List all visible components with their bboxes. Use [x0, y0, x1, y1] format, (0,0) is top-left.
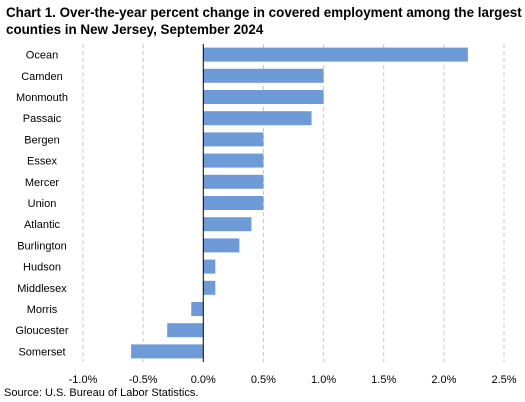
- category-label: Union: [28, 198, 57, 210]
- category-label: Gloucester: [15, 325, 69, 337]
- bar-gloucester: [167, 323, 204, 338]
- bar-monmouth: [203, 90, 324, 104]
- category-label: Camden: [21, 71, 63, 83]
- category-label: Somerset: [18, 346, 65, 358]
- bar-bergen: [203, 132, 264, 147]
- chart-title: Chart 1. Over-the-year percent change in…: [6, 4, 522, 38]
- bar-burlington: [203, 238, 240, 253]
- bar-mercer: [203, 174, 264, 189]
- x-tick-labels: -1.0% -0.5% 0.0% 0.5% 1.0% 1.5% 2.0% 2.5%: [69, 374, 517, 386]
- chart-title-line-1: Chart 1. Over-the-year percent change in…: [6, 5, 522, 20]
- category-label: Morris: [27, 304, 58, 316]
- chart-title-line-2: counties in New Jersey, September 2024: [6, 22, 264, 37]
- bar-somerset: [131, 344, 204, 359]
- bar-essex: [203, 153, 264, 168]
- category-label: Bergen: [24, 134, 59, 146]
- bar-middlesex: [203, 280, 216, 295]
- category-label: Essex: [27, 156, 57, 168]
- bar-ocean: [203, 47, 468, 62]
- x-tick-label: 1.0%: [311, 374, 336, 386]
- x-tick-label: 2.0%: [431, 374, 456, 386]
- x-tick-label: -1.0%: [69, 374, 98, 386]
- x-tick-label: -0.5%: [129, 374, 158, 386]
- x-tick-label: 0.5%: [251, 374, 276, 386]
- x-tick-label: 2.5%: [491, 374, 516, 386]
- x-tick-label: 1.5%: [371, 374, 396, 386]
- category-labels: Ocean Camden Monmouth Passaic Bergen Essex Mer…: [15, 50, 69, 359]
- bar-hudson: [203, 259, 216, 274]
- category-label: Burlington: [17, 240, 67, 252]
- category-label: Hudson: [23, 262, 61, 274]
- bar-union: [203, 196, 264, 210]
- category-label: Mercer: [25, 177, 60, 189]
- category-label: Monmouth: [16, 92, 68, 104]
- bar-atlantic: [203, 217, 252, 232]
- bars: [131, 47, 468, 359]
- category-label: Ocean: [26, 50, 58, 62]
- bar-morris: [191, 302, 204, 316]
- x-tick-label: 0.0%: [191, 374, 216, 386]
- category-label: Atlantic: [24, 219, 61, 231]
- bar-passaic: [203, 111, 312, 126]
- category-label: Passaic: [23, 113, 62, 125]
- bar-camden: [203, 68, 324, 83]
- category-label: Middlesex: [17, 283, 67, 295]
- source-note: Source: U.S. Bureau of Labor Statistics.: [4, 387, 199, 399]
